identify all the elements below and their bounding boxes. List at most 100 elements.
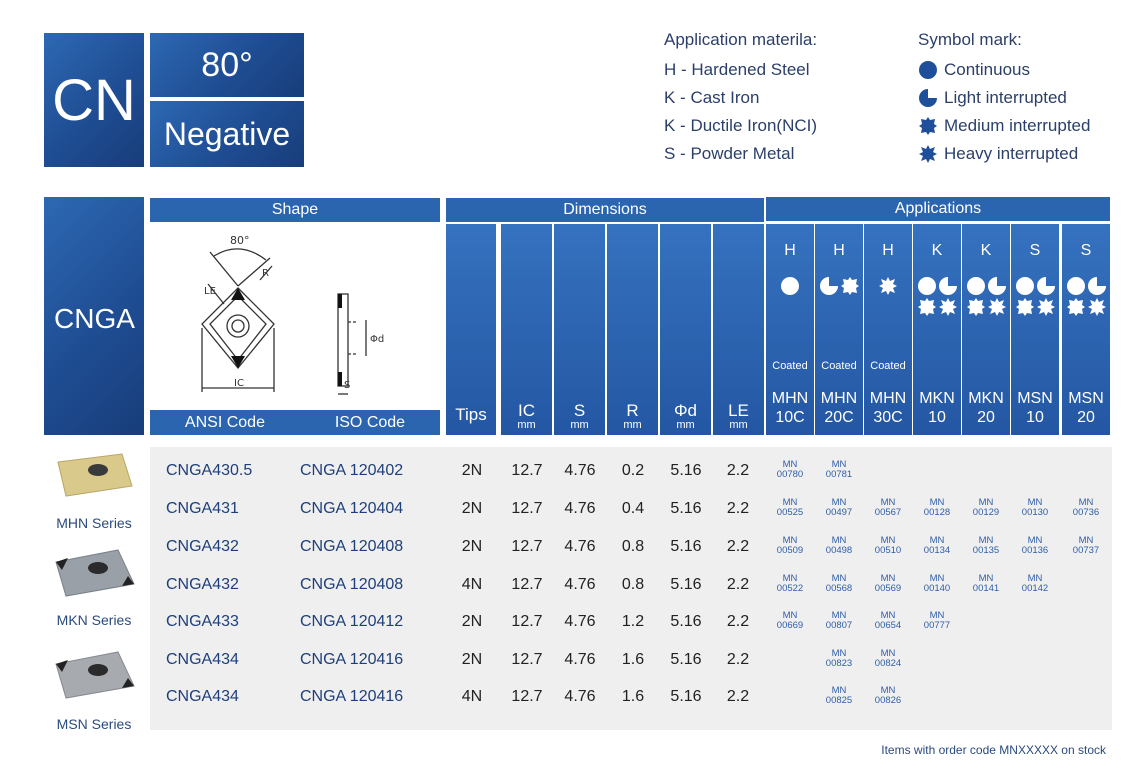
grade-number: 20	[1077, 409, 1095, 426]
tips-cell: 2N	[461, 613, 483, 630]
dimension-unit: mm	[623, 419, 642, 431]
order-code-cell: MN 00654	[866, 611, 910, 631]
insert-type: Negative	[163, 115, 291, 152]
grade-number: 10	[1026, 409, 1044, 426]
order-code-cell: MN 00569	[866, 574, 910, 594]
series-label-msn: MSN Series	[56, 716, 132, 732]
dimension-column-label: LE mm	[713, 402, 764, 431]
application-column-header: H Coated MHN 30C	[864, 224, 912, 435]
order-code-prefix: MN	[831, 535, 847, 546]
coated-label: Coated	[772, 360, 808, 372]
order-code-prefix: MN	[880, 497, 896, 508]
order-code-cell: MN 00141	[964, 574, 1008, 594]
order-code-prefix: MN	[929, 573, 945, 584]
dimension-name: R	[626, 401, 639, 420]
application-column-header: H Coated MHN 10C	[766, 224, 814, 435]
symbol-legend-item: Medium interrupted	[918, 112, 1090, 140]
symbol-legend: Symbol mark: Continuous Light interrupted…	[918, 30, 1090, 168]
ic-cell: 12.7	[511, 688, 543, 705]
type-badge: Negative	[150, 101, 304, 167]
medium-interrupted-icon	[918, 116, 938, 136]
series-label-mhn: MHN Series	[56, 515, 132, 531]
tips-cell: 4N	[461, 576, 483, 593]
s-cell: 4.76	[564, 688, 596, 705]
light-interrupted-icon	[938, 276, 958, 296]
le-dim-label: LE	[204, 286, 216, 297]
s-cell: 4.76	[564, 651, 596, 668]
table-row: CNGA434 CNGA 120416 4N 12.7 4.76 1.6 5.16 2.2 MN…	[150, 685, 1112, 710]
symbol-legend-item: Light interrupted	[918, 84, 1090, 112]
order-code-prefix: MN	[1078, 497, 1094, 508]
order-code-cell: MN 00777	[915, 611, 959, 631]
order-code-number: 00509	[776, 545, 804, 556]
order-code-number: 00134	[923, 545, 951, 556]
iso-code-cell: CNGA 120408	[300, 538, 404, 555]
heavy-interrupted-icon	[918, 144, 938, 164]
order-code-prefix: MN	[880, 685, 896, 696]
d-cell: 5.16	[670, 613, 702, 630]
table-row: CNGA432 CNGA 120408 2N 12.7 4.76 0.8 5.16 2.2 MN…	[150, 535, 1112, 560]
continuous-icon	[918, 60, 938, 80]
symbol-legend-label: Continuous	[944, 60, 1031, 79]
r-cell: 0.2	[621, 462, 645, 479]
order-code-number: 00824	[874, 658, 902, 669]
application-symbols	[866, 276, 910, 296]
tips-cell: 2N	[461, 500, 483, 517]
s-cell: 4.76	[564, 500, 596, 517]
grade-name: MHN	[869, 390, 907, 407]
dimension-column-label: Φd mm	[660, 401, 711, 431]
r-cell: 1.6	[621, 651, 645, 668]
application-material: H	[833, 242, 845, 259]
table-body	[150, 447, 1112, 730]
order-code-prefix: MN	[831, 685, 847, 696]
shape-header-label: Shape	[271, 201, 319, 218]
order-code-number: 00669	[776, 620, 804, 631]
order-code-prefix: MN	[782, 573, 798, 584]
d-cell: 5.16	[670, 538, 702, 555]
ic-cell: 12.7	[511, 538, 543, 555]
order-code-prefix: MN	[782, 535, 798, 546]
coated-label: Coated	[870, 360, 906, 372]
dimension-column-header: Φd mm	[660, 224, 711, 435]
s-cell: 4.76	[564, 576, 596, 593]
code-subheader: ANSI Code ISO Code	[150, 410, 440, 435]
heavy-interrupted-icon	[1087, 297, 1107, 317]
ic-cell: 12.7	[511, 651, 543, 668]
dimension-name: Tips	[455, 405, 487, 424]
ansi-code-cell: CNGA434	[166, 688, 239, 705]
dimension-name: Φd	[673, 401, 698, 420]
grade-number: 10C	[775, 409, 805, 426]
iso-code-cell: CNGA 120404	[300, 500, 404, 517]
application-column-header: K MKN 20	[962, 224, 1010, 435]
order-code-cell: MN 00498	[817, 536, 861, 556]
le-cell: 2.2	[726, 538, 750, 555]
order-code-number: 00781	[825, 469, 853, 480]
order-code-number: 00141	[972, 583, 1000, 594]
order-code-cell: MN 00522	[768, 574, 812, 594]
ic-cell: 12.7	[511, 576, 543, 593]
coated-label: Coated	[821, 360, 857, 372]
table-row: CNGA431 CNGA 120404 2N 12.7 4.76 0.4 5.16 2.2 MN…	[150, 497, 1112, 522]
le-cell: 2.2	[726, 613, 750, 630]
heavy-interrupted-icon	[878, 276, 898, 296]
order-code-prefix: MN	[831, 648, 847, 659]
family-label: CNGA	[54, 303, 135, 334]
order-code-cell: MN 00509	[768, 536, 812, 556]
order-code-prefix: MN	[831, 459, 847, 470]
order-code-number: 00510	[874, 545, 902, 556]
order-code-cell: MN 00129	[964, 498, 1008, 518]
order-code-prefix: MN	[831, 497, 847, 508]
order-code-number: 00780	[776, 469, 804, 480]
order-code-prefix: MN	[1027, 535, 1043, 546]
light-interrupted-icon	[1087, 276, 1107, 296]
iso-code-cell: CNGA 120408	[300, 576, 404, 593]
continuous-interrupted-icon	[780, 276, 800, 296]
insert-shape-badge: CN	[44, 33, 144, 167]
table-row: CNGA432 CNGA 120408 4N 12.7 4.76 0.8 5.16 2.2 MN…	[150, 573, 1112, 598]
dimension-column-label: IC mm	[501, 402, 552, 431]
series-label-mkn: MKN Series	[56, 612, 132, 628]
iso-code-cell: CNGA 120416	[300, 688, 404, 705]
